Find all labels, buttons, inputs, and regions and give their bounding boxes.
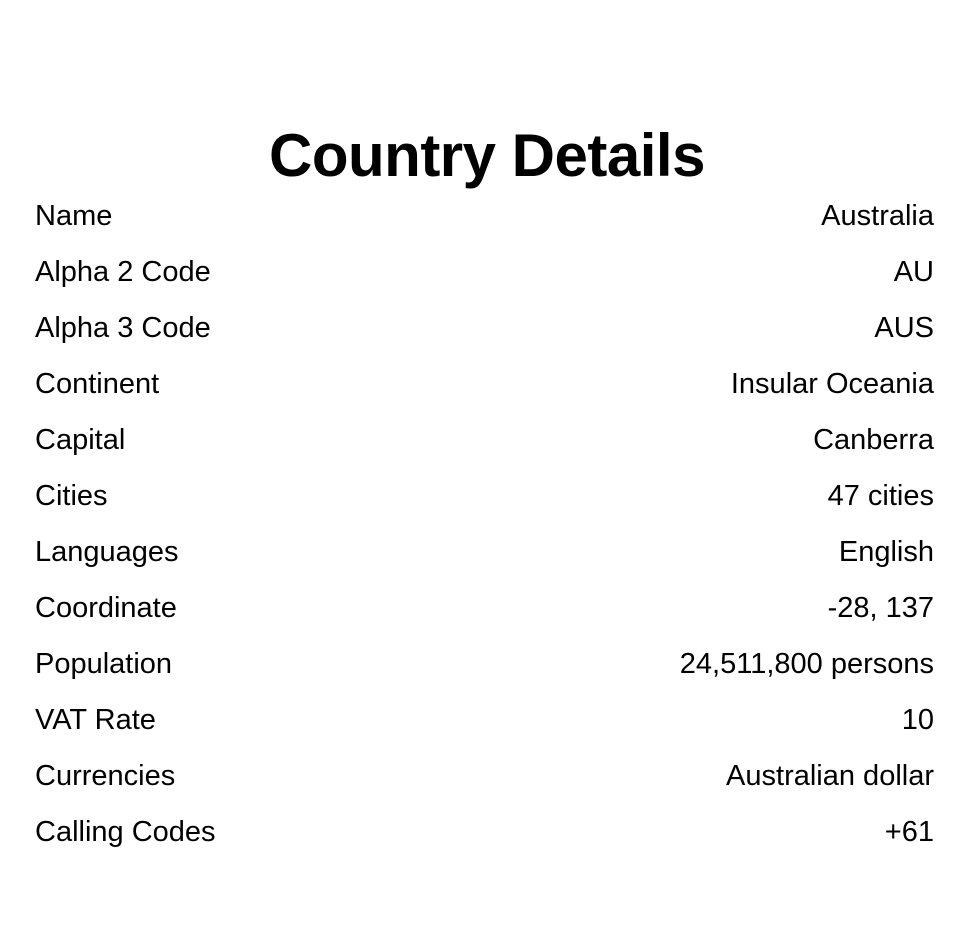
- detail-value: Australia: [821, 200, 934, 232]
- detail-label: Cities: [35, 480, 108, 512]
- detail-label: Alpha 2 Code: [35, 256, 211, 288]
- detail-row-capital: Capital Canberra: [35, 412, 934, 468]
- detail-label: Continent: [35, 368, 160, 400]
- detail-label: Population: [35, 648, 173, 680]
- detail-value: Canberra: [813, 424, 934, 456]
- detail-value: 10: [901, 704, 934, 736]
- page-title: Country Details: [269, 122, 705, 190]
- detail-label: Calling Codes: [35, 816, 216, 848]
- detail-row-continent: Continent Insular Oceania: [35, 356, 934, 412]
- detail-label: Languages: [35, 536, 179, 568]
- detail-row-alpha-2-code: Alpha 2 Code AU: [35, 244, 934, 300]
- detail-row-calling-codes: Calling Codes +61: [35, 804, 934, 860]
- detail-value: Insular Oceania: [730, 368, 934, 400]
- detail-label: Alpha 3 Code: [35, 312, 211, 344]
- detail-value: 24,511,800 persons: [679, 648, 934, 680]
- detail-row-population: Population 24,511,800 persons: [35, 636, 934, 692]
- detail-value: AUS: [874, 312, 934, 344]
- detail-value: +61: [884, 816, 934, 848]
- detail-value: -28, 137: [827, 592, 934, 624]
- detail-label: VAT Rate: [35, 704, 156, 736]
- detail-row-cities: Cities 47 cities: [35, 468, 934, 524]
- detail-label: Coordinate: [35, 592, 177, 624]
- detail-value: English: [838, 536, 934, 568]
- detail-label: Currencies: [35, 760, 176, 792]
- detail-label: Name: [35, 200, 113, 232]
- detail-label: Capital: [35, 424, 126, 456]
- detail-row-name: Name Australia: [35, 188, 934, 244]
- detail-row-coordinate: Coordinate -28, 137: [35, 580, 934, 636]
- detail-value: AU: [893, 256, 934, 288]
- detail-row-alpha-3-code: Alpha 3 Code AUS: [35, 300, 934, 356]
- detail-row-languages: Languages English: [35, 524, 934, 580]
- detail-value: 47 cities: [827, 480, 934, 512]
- detail-value: Australian dollar: [726, 760, 934, 792]
- detail-row-vat-rate: VAT Rate 10: [35, 692, 934, 748]
- detail-row-currencies: Currencies Australian dollar: [35, 748, 934, 804]
- country-details-list: Name Australia Alpha 2 Code AU Alpha 3 C…: [35, 188, 934, 860]
